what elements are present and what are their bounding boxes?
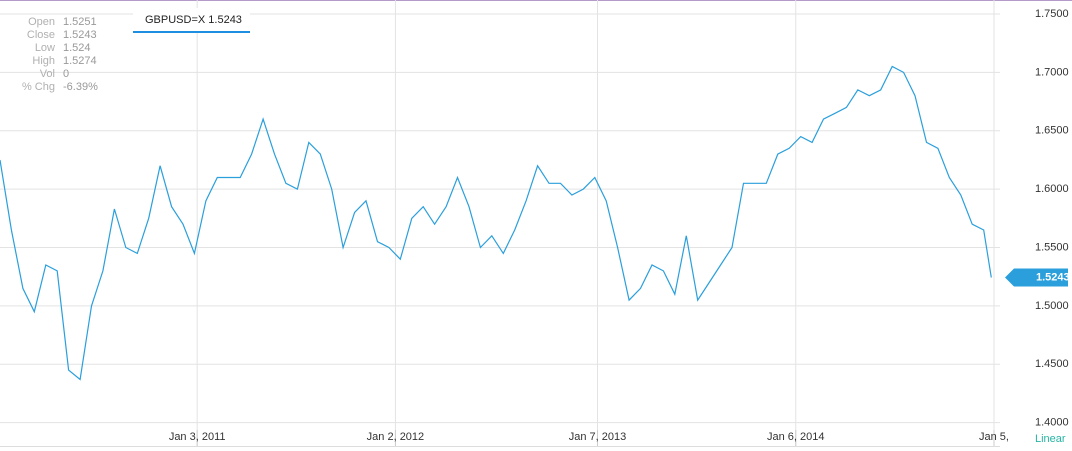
price-badge-label: 1.5243 bbox=[1036, 271, 1070, 283]
info-value: 1.5251 bbox=[63, 16, 97, 28]
x-tick-label: Jan 2, 2012 bbox=[367, 431, 425, 443]
x-tick-label: Jan 7, 2013 bbox=[569, 431, 627, 443]
y-tick-label: 1.5000 bbox=[1035, 300, 1069, 312]
price-badge bbox=[1005, 268, 1068, 287]
info-label: Open bbox=[28, 16, 55, 28]
info-label: Vol bbox=[40, 68, 55, 80]
y-tick-label: 1.4000 bbox=[1035, 417, 1069, 429]
y-tick-label: 1.4500 bbox=[1035, 358, 1069, 370]
y-tick-label: 1.6500 bbox=[1035, 125, 1069, 137]
info-value: 1.5274 bbox=[63, 55, 97, 67]
legend-box bbox=[133, 8, 250, 32]
info-label: Low bbox=[35, 42, 55, 54]
info-value: 1.524 bbox=[63, 42, 91, 54]
info-value: 1.5243 bbox=[63, 29, 97, 41]
x-tick-label: Jan 5, bbox=[979, 431, 1009, 443]
x-tick-label: Jan 6, 2014 bbox=[767, 431, 825, 443]
info-value: 0 bbox=[63, 68, 69, 80]
y-tick-label: 1.7000 bbox=[1035, 66, 1069, 78]
price-line bbox=[0, 65, 992, 381]
x-tick-label: Jan 3, 2011 bbox=[169, 431, 226, 443]
scale-label[interactable]: Linear bbox=[1035, 433, 1066, 445]
info-value: -6.39% bbox=[63, 81, 98, 93]
y-tick-label: 1.5500 bbox=[1035, 241, 1069, 253]
y-tick-label: 1.7500 bbox=[1035, 8, 1069, 20]
y-tick-label: 1.6000 bbox=[1035, 183, 1069, 195]
info-label: Close bbox=[27, 29, 55, 41]
info-label: High bbox=[32, 55, 55, 67]
info-label: % Chg bbox=[22, 81, 55, 93]
legend-entry: GBPUSD=X 1.5243 bbox=[145, 14, 242, 26]
